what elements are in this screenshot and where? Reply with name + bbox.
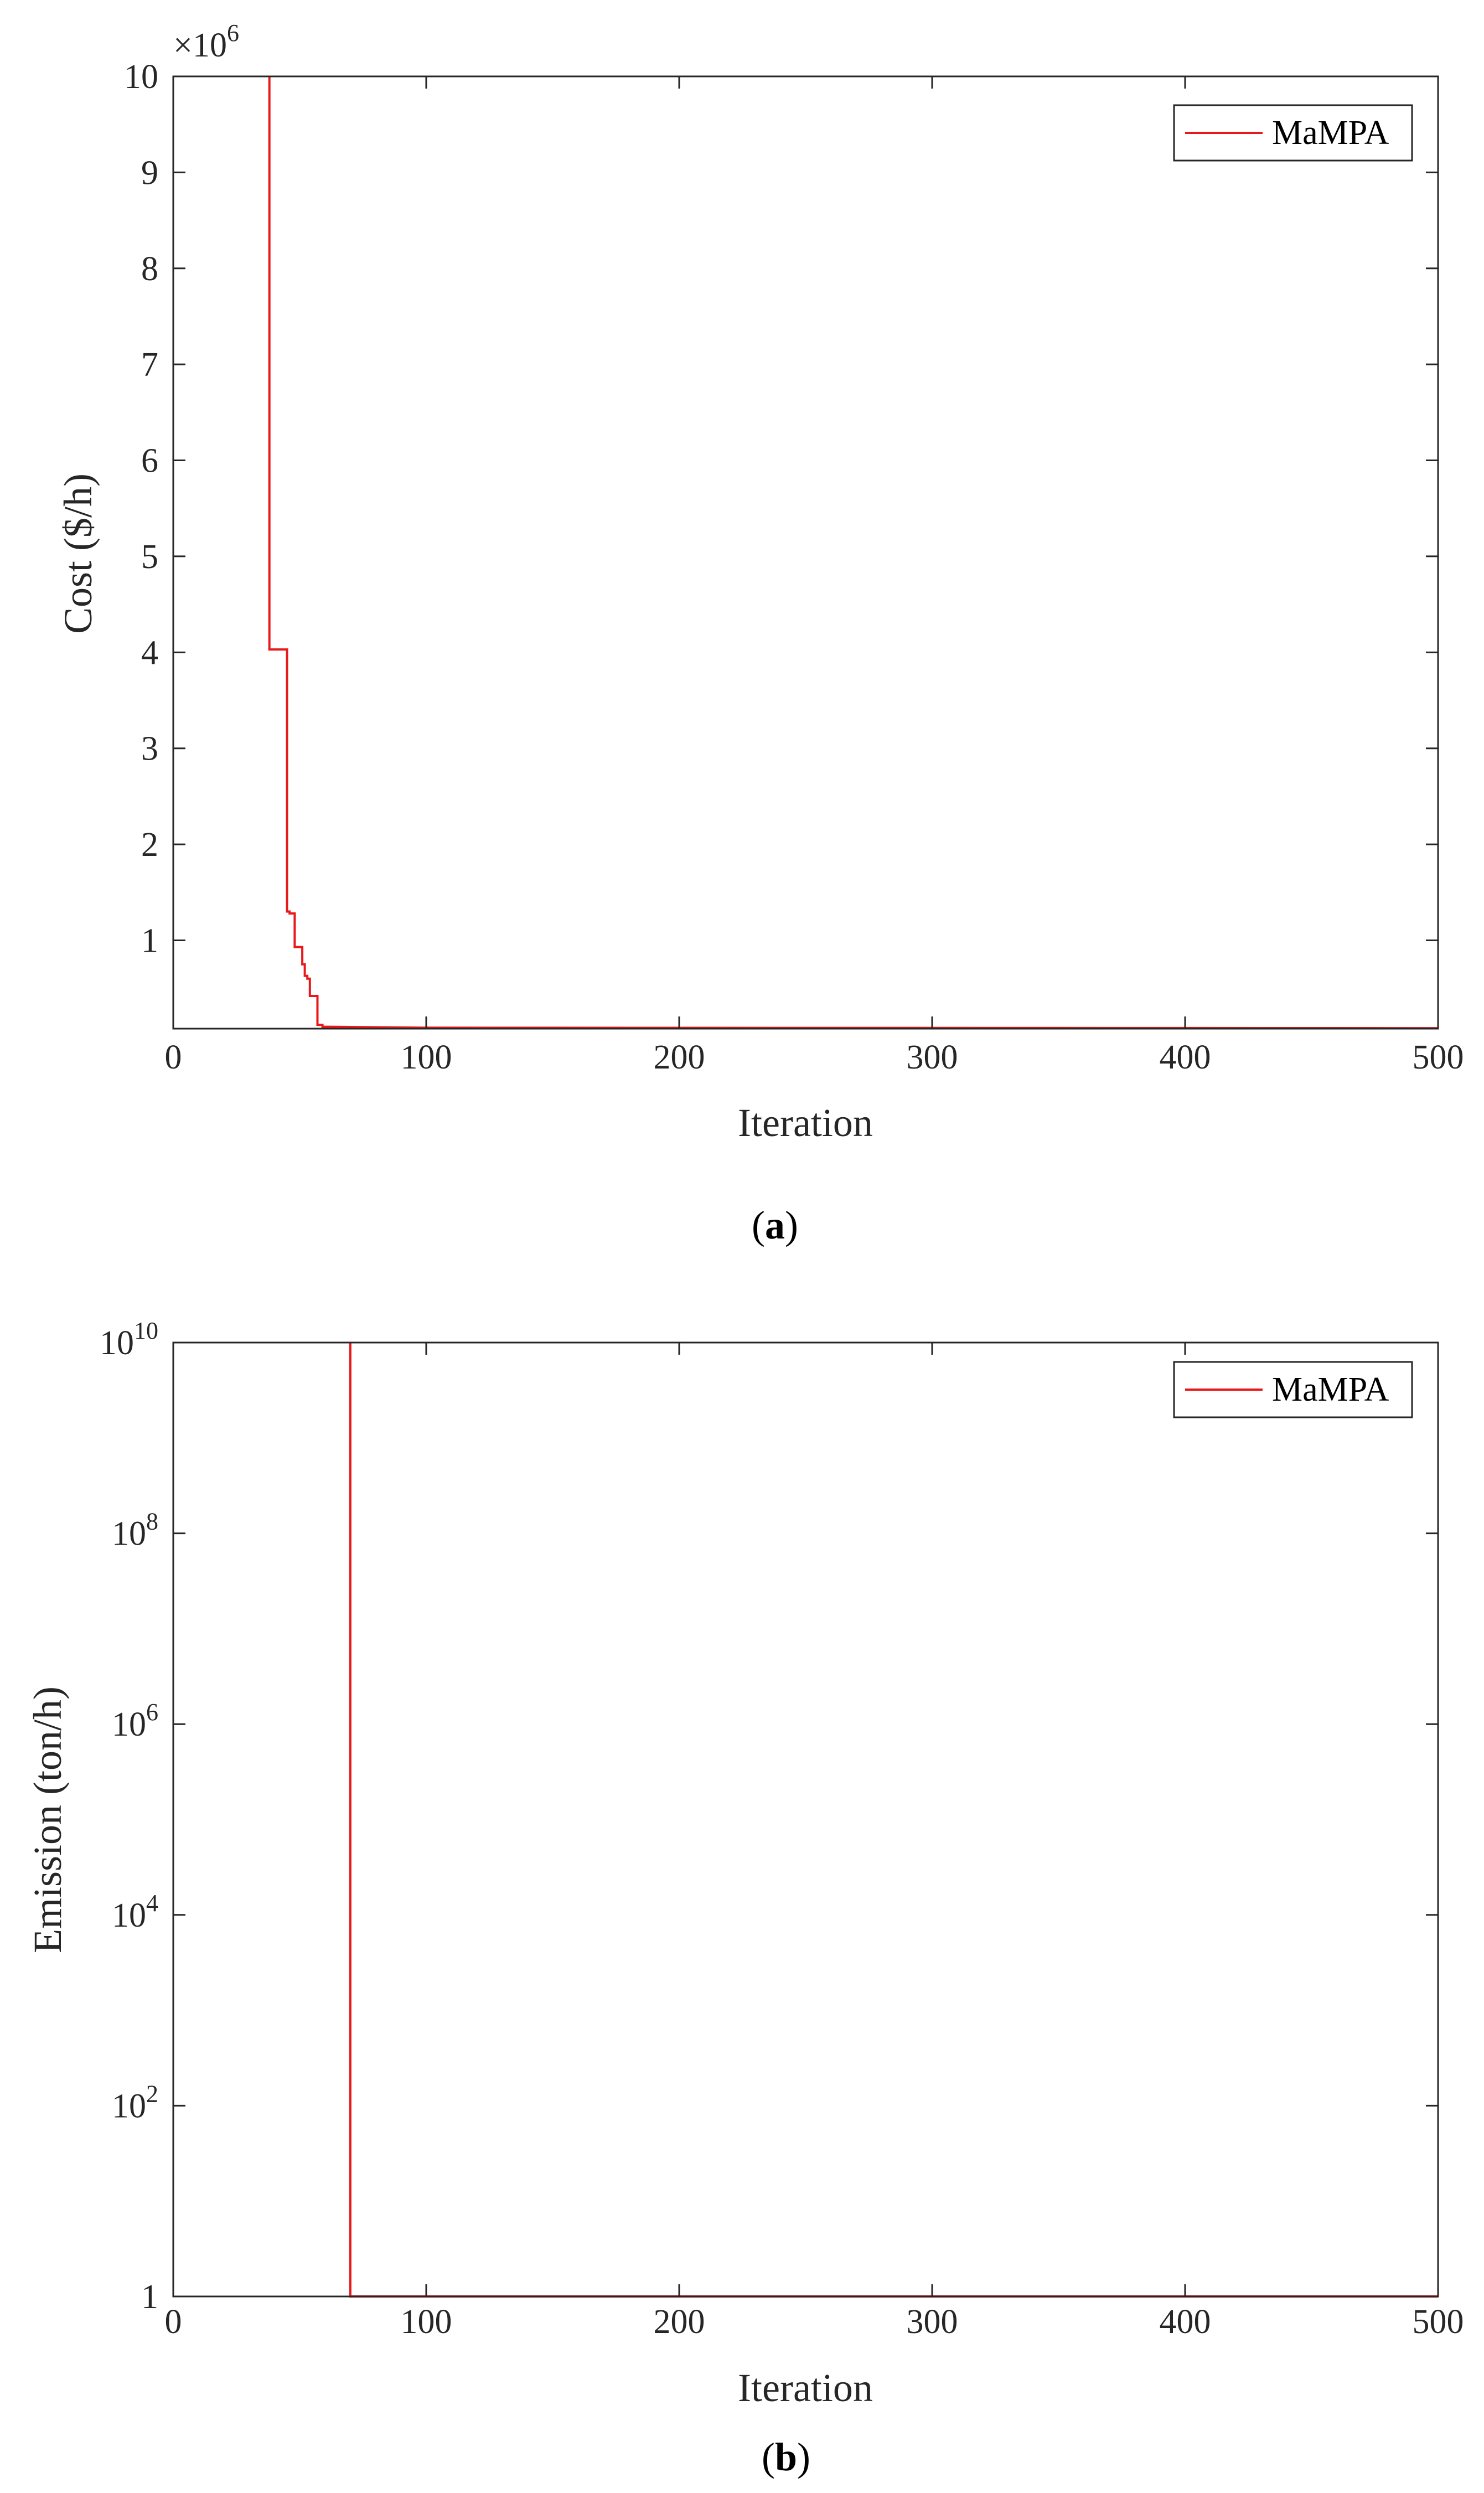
panel-a-x-tick-label: 500 [1413,1039,1464,1076]
panel-b-plot-area [173,1343,1438,2296]
panel-a-y-axis-title: Cost ($/h) [56,473,100,634]
panel-a-y-tick-label: 4 [141,634,158,672]
panel-a-x-tick-label: 100 [401,1039,452,1076]
panel-b-axes-box [172,1341,1439,2298]
panel-a-caption: (a) [752,1203,798,1247]
panel-a-y-tick-label: 5 [141,538,158,576]
panel-a-exponent-label: ×106 [173,19,239,64]
panel-b-y-tick-label: 104 [112,1890,158,1934]
panel-a-x-ticks: 0 100 200 300 400 500 [165,76,1464,1076]
panel-a-series-line-mampa [268,76,1439,1030]
panel-a-x-tick-label: 300 [907,1039,958,1076]
panel-a-cost-chart: 0 100 200 300 400 500 1 2 3 4 5 6 7 8 9 10 ×106 Iterat… [56,19,1464,1247]
panel-b-caption: (b) [762,2435,810,2479]
panel-b-y-tick-label: 108 [112,1508,158,1553]
panel-b-y-tick-label: 1 [141,2278,158,2316]
panel-a-y-tick-label: 8 [141,250,158,288]
panel-b-x-ticks: 0 100 200 300 400 500 [165,1343,1464,2341]
panel-a-x-axis-title: Iteration [738,1101,873,1145]
panel-b-x-tick-label: 0 [165,2303,182,2341]
panel-b-x-tick-label: 300 [907,2303,958,2341]
panel-a-y-tick-label: 1 [141,922,158,959]
panel-b-y-tick-label: 106 [112,1699,158,1743]
panel-b-legend-label: MaMPA [1272,1371,1389,1408]
panel-a-plot-area [173,76,1438,1029]
panel-a-x-tick-label: 400 [1160,1039,1211,1076]
panel-b-x-tick-label: 200 [654,2303,705,2341]
panel-a-y-ticks: 1 2 3 4 5 6 7 8 9 10 [124,58,1438,959]
panel-a-legend: MaMPA [1173,104,1413,162]
panel-a-series-group [268,76,1439,1030]
panel-b-x-tick-label: 500 [1413,2303,1464,2341]
panel-a-axes-box [172,75,1439,1030]
panel-a-y-tick-label: 10 [124,58,158,96]
panel-b-x-tick-label: 100 [401,2303,452,2341]
panel-a-x-tick-label: 0 [165,1039,182,1076]
panel-b-x-tick-label: 400 [1160,2303,1211,2341]
panel-a-y-tick-label: 3 [141,730,158,768]
panel-a-y-tick-label: 9 [141,154,158,192]
panel-b-emission-chart: 0 100 200 300 400 500 1 102 104 106 108 1010 Itera… [25,1317,1464,2479]
panel-b-y-tick-label: 1010 [100,1317,158,1362]
panel-b-y-ticks: 1 102 104 106 108 1010 [100,1317,1438,2316]
panel-a-y-tick-label: 7 [141,346,158,384]
panel-a-legend-label: MaMPA [1272,114,1389,152]
panel-b-x-axis-title: Iteration [738,2366,873,2410]
panel-b-y-axis-title: Emission (ton/h) [25,1686,70,1953]
panel-b-legend: MaMPA [1173,1361,1413,1418]
panel-a-y-tick-label: 2 [141,826,158,864]
panel-b-y-tick-label: 102 [112,2080,158,2125]
panel-a-x-tick-label: 200 [654,1039,705,1076]
panel-a-y-tick-label: 6 [141,442,158,480]
